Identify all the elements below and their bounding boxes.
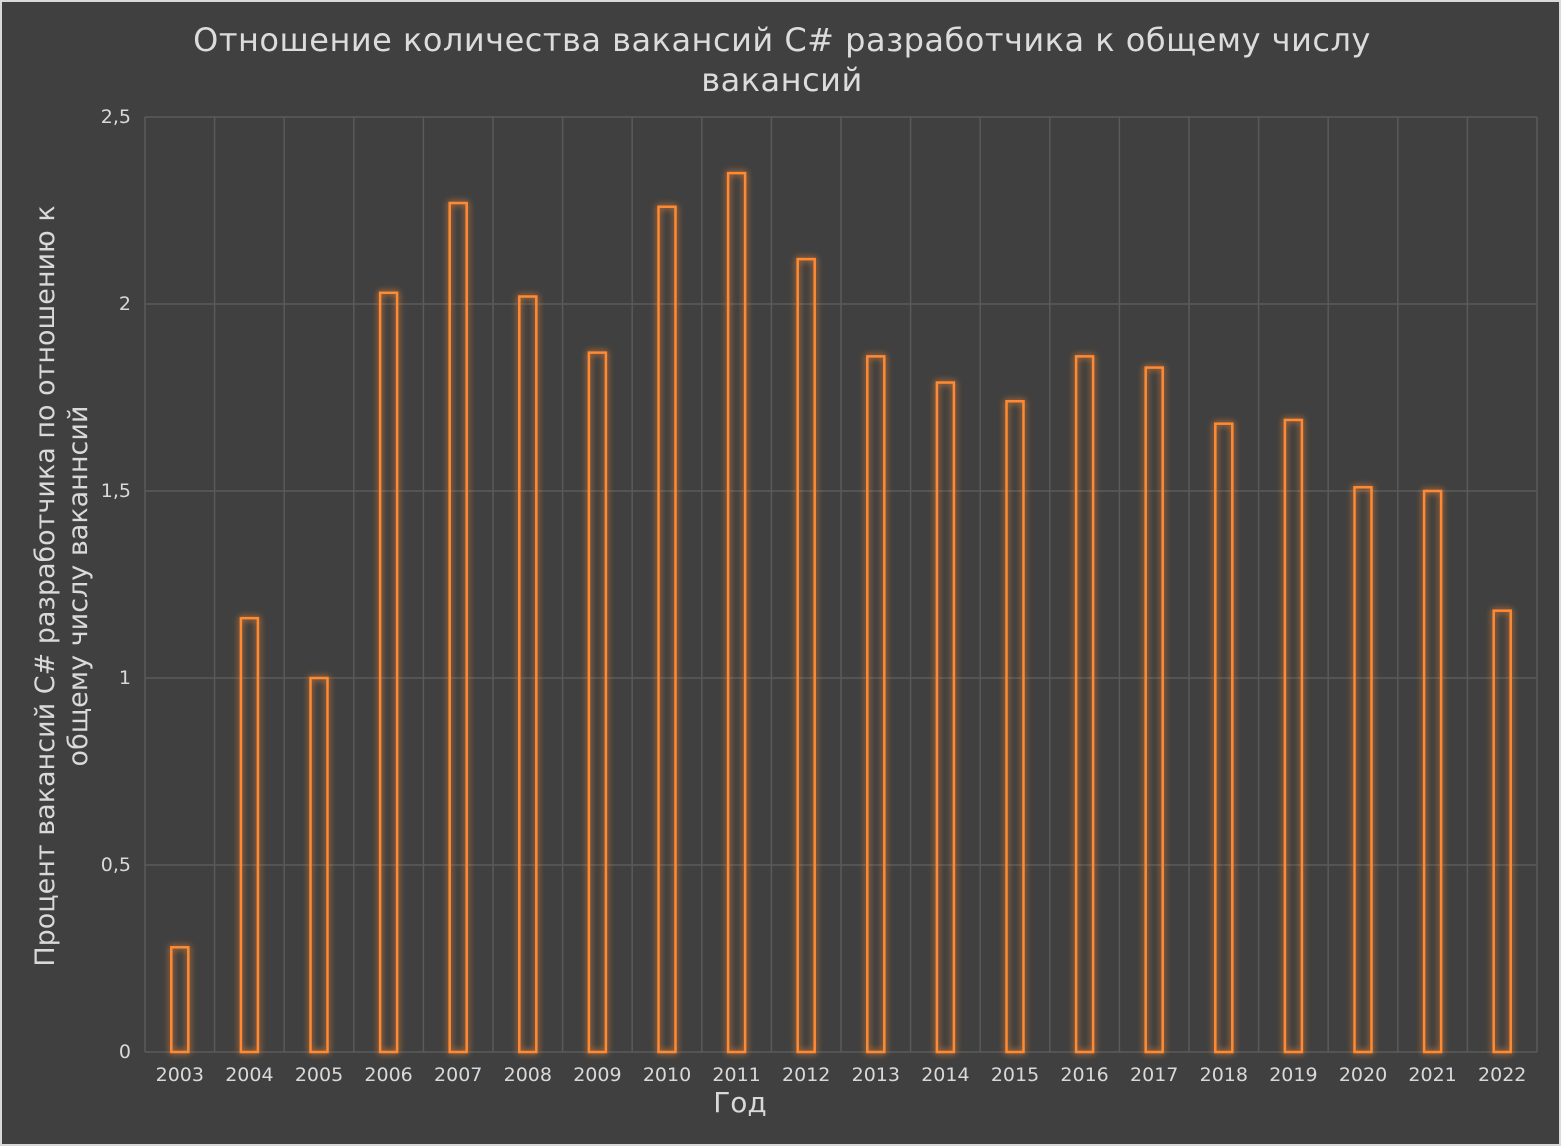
x-tick-label: 2019 xyxy=(1269,1064,1317,1086)
x-tick-label: 2017 xyxy=(1130,1064,1178,1086)
x-tick-label: 2016 xyxy=(1060,1064,1108,1086)
y-tick-label: 0 xyxy=(119,1041,131,1063)
x-tick-label: 2009 xyxy=(573,1064,621,1086)
x-tick-label: 2020 xyxy=(1339,1064,1387,1086)
bar xyxy=(796,257,816,1054)
bar xyxy=(1214,422,1234,1054)
bar xyxy=(726,171,747,1054)
bar xyxy=(518,295,538,1054)
bar xyxy=(1144,366,1164,1054)
x-tick-label: 2004 xyxy=(225,1064,273,1086)
bar xyxy=(866,355,886,1054)
x-tick-label: 2008 xyxy=(504,1064,552,1086)
x-tick-label: 2011 xyxy=(712,1064,760,1086)
x-tick-label: 2022 xyxy=(1478,1064,1526,1086)
bar xyxy=(309,676,329,1054)
x-tick-label: 2007 xyxy=(434,1064,482,1086)
y-tick-label: 2 xyxy=(119,293,131,315)
bar xyxy=(1005,399,1025,1054)
bar xyxy=(1422,489,1443,1054)
x-tick-label: 2012 xyxy=(782,1064,830,1086)
bar xyxy=(378,291,399,1054)
bar xyxy=(657,205,677,1054)
y-tick-label: 2,5 xyxy=(101,106,131,128)
y-tick-label: 0,5 xyxy=(101,854,131,876)
bar xyxy=(1074,355,1095,1054)
bar xyxy=(170,946,190,1054)
bar xyxy=(448,201,468,1054)
bar xyxy=(587,351,608,1054)
x-tick-label: 2006 xyxy=(364,1064,412,1086)
x-tick-label: 2021 xyxy=(1408,1064,1456,1086)
bar xyxy=(239,616,260,1054)
y-tick-label: 1,5 xyxy=(101,480,131,502)
x-tick-label: 2014 xyxy=(921,1064,969,1086)
x-tick-label: 2005 xyxy=(295,1064,343,1086)
x-axis-title: Год xyxy=(713,1086,767,1119)
x-tick-label: 2018 xyxy=(1200,1064,1248,1086)
bar xyxy=(1283,418,1304,1054)
x-tick-label: 2015 xyxy=(991,1064,1039,1086)
bar xyxy=(935,381,956,1054)
bar xyxy=(1492,609,1512,1054)
bar xyxy=(1353,486,1373,1054)
x-tick-label: 2010 xyxy=(643,1064,691,1086)
x-tick-label: 2003 xyxy=(156,1064,204,1086)
x-tick-label: 2013 xyxy=(852,1064,900,1086)
chart-title: Отношение количества вакансий C# разрабо… xyxy=(193,21,1371,99)
y-tick-label: 1 xyxy=(119,667,131,689)
